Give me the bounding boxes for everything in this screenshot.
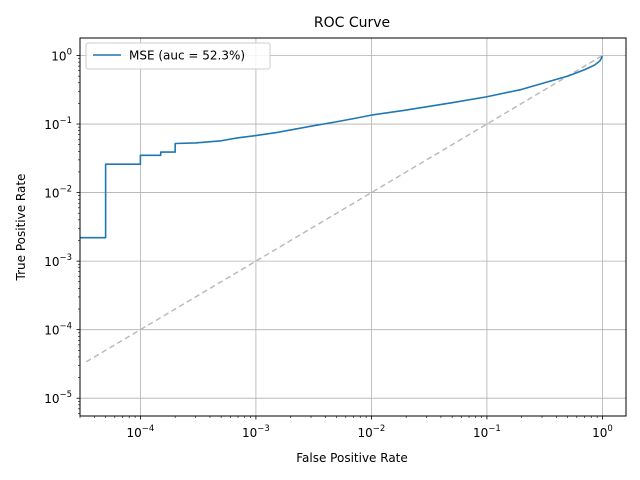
y-tick-label: 10−5 — [44, 390, 72, 406]
y-tick-label: 10−4 — [44, 322, 72, 338]
y-tick-label: 10−2 — [44, 185, 72, 201]
plot-frame — [79, 37, 627, 417]
y-axis-ticks: 10−5 10−4 10−3 10−2 10−1 100 — [44, 47, 80, 414]
x-axis-label: False Positive Rate — [296, 451, 408, 465]
x-axis-ticks: 10−4 10−3 10−2 10−1 100 — [79, 416, 613, 440]
series-layer — [80, 54, 604, 363]
legend-label-mse: MSE (auc = 52.3%) — [129, 49, 245, 63]
legend-box — [85, 42, 271, 70]
chance-diagonal-line — [85, 54, 603, 363]
x-tick-label: 10−1 — [473, 424, 501, 440]
y-tick-label: 100 — [51, 47, 72, 63]
x-tick-label: 100 — [592, 424, 613, 440]
x-tick-label: 10−4 — [126, 424, 154, 440]
x-tick-label: 10−2 — [358, 424, 386, 440]
y-tick-label: 10−3 — [44, 253, 72, 269]
y-axis-label: True Positive Rate — [14, 174, 28, 282]
x-tick-label: 10−3 — [242, 424, 270, 440]
chart-title: ROC Curve — [314, 15, 390, 31]
series-line-mse — [80, 55, 604, 239]
legend: MSE (auc = 52.3%) — [85, 42, 271, 70]
y-tick-label: 10−1 — [44, 116, 72, 132]
